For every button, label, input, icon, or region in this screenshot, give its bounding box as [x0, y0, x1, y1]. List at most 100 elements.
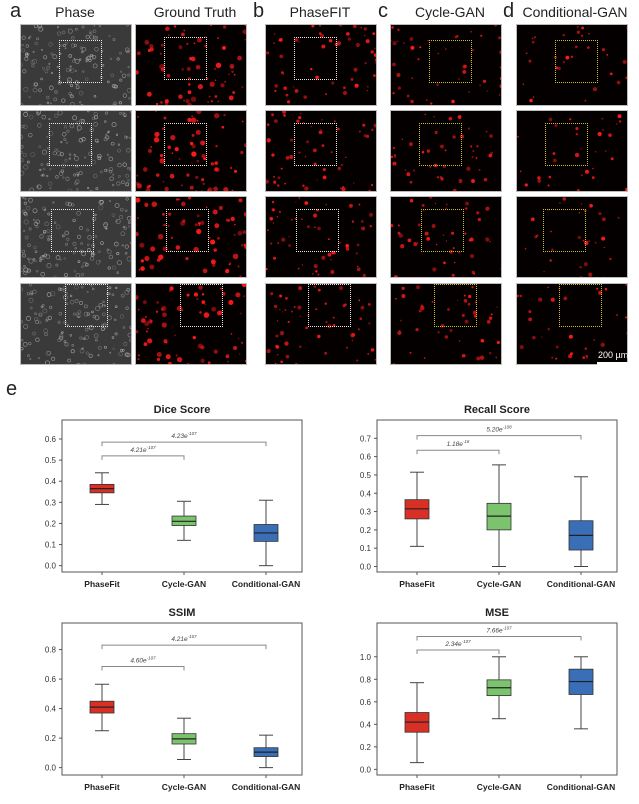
fluorescent-cell: [530, 217, 535, 222]
cell-speck: [120, 70, 123, 73]
cell-speck: [74, 181, 78, 186]
fluorescent-cell: [615, 123, 618, 125]
significance-bracket: [416, 636, 582, 641]
fluorescent-cell: [400, 319, 402, 322]
cell-speck: [34, 250, 38, 254]
fluorescent-cell: [201, 300, 206, 304]
cell-speck: [97, 153, 102, 159]
fluorescent-cell: [313, 264, 318, 269]
cell-speck: [52, 54, 58, 60]
fluorescent-cell: [195, 64, 201, 70]
y-tick-label: 0.6: [45, 675, 57, 684]
fluorescent-cell: [610, 157, 614, 161]
fluorescent-cell: [193, 42, 196, 45]
cell-speck: [43, 253, 47, 257]
fluorescent-cell: [463, 64, 467, 68]
cell-speck: [61, 98, 66, 103]
fluorescent-cell: [169, 286, 174, 291]
cell-speck: [112, 38, 116, 42]
fluorescent-cell: [552, 158, 557, 163]
cell-speck: [23, 201, 27, 205]
cell-speck: [94, 47, 99, 52]
fluorescent-cell: [322, 175, 327, 180]
fluorescent-cell: [372, 32, 376, 35]
cell-speck: [125, 135, 129, 139]
cell-speck: [115, 133, 119, 136]
cell-speck: [40, 163, 44, 166]
cell-speck: [119, 112, 123, 115]
fluorescent-cell: [283, 86, 287, 90]
fluorescent-cell: [316, 179, 318, 181]
fluorescent-cell: [437, 331, 440, 334]
fluorescent-cell: [273, 176, 275, 178]
cell-speck: [128, 221, 131, 224]
fluorescent-cell: [313, 162, 317, 166]
cell-speck: [119, 207, 124, 212]
fluorescent-cell: [578, 212, 581, 214]
fluorescent-cell: [160, 307, 164, 311]
fluorescent-cell: [550, 297, 555, 302]
fluorescent-cell: [434, 202, 437, 204]
cell-speck: [40, 276, 41, 277]
fluorescent-cell: [429, 166, 432, 168]
cell-speck: [34, 312, 37, 316]
fluorescent-cell: [317, 226, 321, 231]
fluorescent-cell: [370, 50, 374, 54]
fluorescent-cell: [588, 272, 593, 277]
fluorescent-cell: [273, 42, 275, 45]
fluorescent-cell: [519, 294, 523, 298]
cell-speck: [81, 46, 87, 52]
fluorescent-cell: [470, 31, 472, 33]
fluorescent-cell: [191, 151, 197, 157]
fluorescent-cell: [317, 273, 320, 276]
fluorescent-cell: [445, 203, 448, 206]
cell-speck: [62, 288, 67, 293]
fluorescent-cell: [174, 147, 179, 152]
plot-frame: [376, 622, 618, 776]
fluorescent-cell: [146, 91, 152, 97]
cell-speck: [64, 158, 68, 163]
cell-speck: [55, 255, 61, 260]
cell-speck: [46, 235, 51, 240]
fluorescent-cell: [213, 248, 217, 252]
fluorescent-cell: [408, 142, 413, 147]
cell-speck: [69, 69, 72, 72]
cell-speck: [81, 251, 87, 257]
fluorescent-cell: [244, 244, 246, 249]
roi-box: [65, 284, 108, 327]
cell-speck: [53, 221, 57, 224]
cell-speck: [117, 148, 121, 153]
fluorescent-cell: [279, 54, 284, 59]
image-tile-cycle-gan-row-4: [390, 283, 502, 365]
fluorescent-cell: [300, 112, 302, 115]
p-value-label: 7.66e-107: [486, 626, 512, 635]
fluorescent-cell: [440, 177, 444, 181]
cell-speck: [122, 225, 126, 229]
fluorescent-cell: [295, 201, 297, 203]
y-tick-label: 0.3: [360, 508, 372, 517]
fluorescent-cell: [499, 84, 501, 89]
fluorescent-cell: [271, 153, 275, 157]
p-value-exponent: -108: [503, 425, 513, 430]
fluorescent-cell: [142, 167, 148, 172]
fluorescent-cell: [602, 129, 604, 131]
cell-speck: [106, 153, 110, 156]
fluorescent-cell: [410, 99, 414, 104]
cell-speck: [129, 325, 131, 330]
fluorescent-cell: [241, 284, 246, 288]
cell-speck: [98, 303, 104, 308]
fluorescent-cell: [144, 256, 150, 262]
fluorescent-cell: [144, 202, 149, 207]
cell-speck: [56, 65, 59, 68]
cell-speck: [109, 169, 113, 174]
y-tick-label: 0.0: [360, 563, 372, 572]
fluorescent-cell: [175, 245, 181, 250]
fluorescent-cell: [280, 71, 284, 75]
cell-speck: [111, 122, 117, 128]
fluorescent-cell: [580, 148, 582, 150]
fluorescent-cell: [445, 48, 447, 50]
fluorescent-cell: [196, 111, 202, 114]
fluorescent-cell: [369, 212, 373, 217]
cell-speck: [95, 259, 101, 265]
fluorescent-cell: [569, 352, 573, 356]
